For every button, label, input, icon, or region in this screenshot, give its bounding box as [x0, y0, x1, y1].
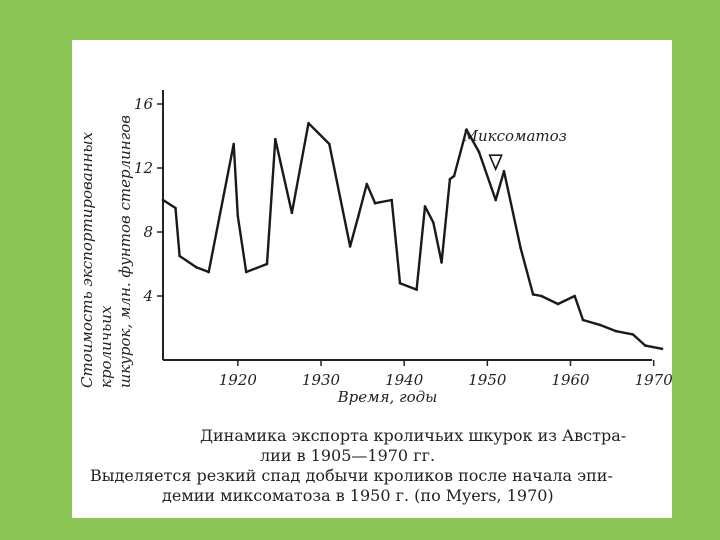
x-tick-label: 1970	[635, 371, 674, 389]
x-tick-label: 1920	[219, 371, 258, 389]
data-point	[502, 169, 506, 173]
data-point	[365, 182, 369, 186]
data-point	[328, 142, 331, 146]
series-line	[162, 121, 663, 350]
data-point	[573, 294, 576, 298]
data-point	[531, 293, 535, 296]
data-point	[415, 288, 418, 291]
data-point	[494, 198, 497, 202]
data-point	[660, 347, 664, 351]
data-point	[614, 329, 618, 333]
data-point	[357, 214, 360, 218]
y-tick-label: 4	[142, 287, 153, 305]
x-tick-label: 1940	[385, 371, 424, 389]
data-point	[556, 302, 560, 306]
data-point	[178, 254, 181, 258]
data-point	[174, 206, 177, 210]
data-point	[194, 265, 198, 269]
data-point	[207, 270, 211, 274]
data-point	[423, 205, 427, 208]
data-point	[373, 201, 377, 205]
caption-line-1: Динамика экспорта кроличьих шкурок из Ав…	[200, 426, 627, 445]
data-point	[398, 281, 402, 285]
data-point	[232, 142, 235, 146]
annotation-arrow	[488, 154, 503, 172]
data-point	[540, 294, 543, 298]
x-tick-label: 1960	[551, 371, 590, 389]
data-point	[390, 198, 393, 202]
data-point	[265, 262, 269, 266]
data-point	[598, 323, 601, 327]
data-point	[631, 333, 635, 336]
caption-line-3: Выделяется резкий спад добычи кроликов п…	[90, 466, 613, 485]
y-tick-label: 12	[134, 159, 153, 177]
data-point	[348, 245, 352, 248]
x-tick-label: 1930	[302, 371, 341, 389]
y-tick-label: 8	[143, 223, 153, 241]
data-point	[273, 137, 277, 141]
data-point	[236, 214, 240, 218]
caption-line-4: демии миксоматоза в 1950 г. (по Myers, 1…	[162, 486, 554, 505]
data-point	[519, 246, 522, 250]
y-tick-label: 16	[134, 95, 154, 113]
data-point	[448, 177, 452, 181]
figure-caption: Динамика экспорта кроличьих шкурок из Ав…	[90, 426, 660, 506]
data-point	[440, 261, 443, 264]
data-point	[581, 318, 585, 322]
scanned-page	[72, 40, 672, 518]
data-point	[431, 221, 435, 224]
data-point	[477, 150, 481, 154]
data-point	[244, 270, 248, 274]
caption-line-2: лии в 1905—1970 гг.	[260, 446, 436, 465]
x-tick-label: 1950	[468, 371, 507, 389]
data-point	[644, 344, 647, 347]
data-point	[307, 121, 310, 125]
data-point	[452, 174, 456, 178]
data-point	[465, 128, 468, 131]
x-axis-label: Время, годы	[337, 388, 438, 406]
annotation-label: Миксоматоз	[462, 127, 567, 145]
data-point	[161, 198, 165, 202]
data-point	[290, 211, 294, 215]
